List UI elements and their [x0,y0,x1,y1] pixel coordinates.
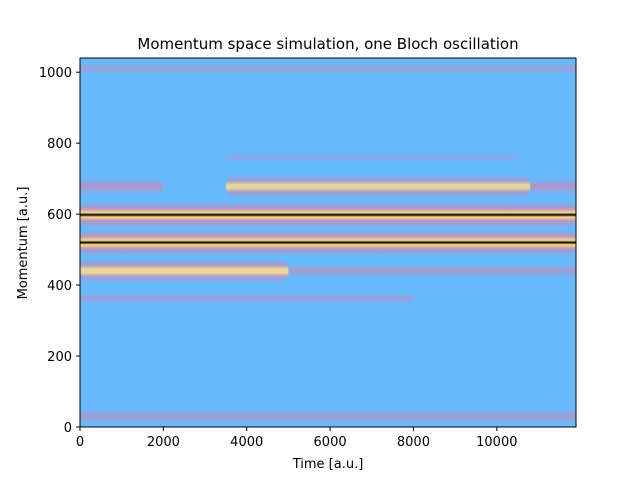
x-axis: 0 2000 4000 6000 8000 10000 [76,427,517,450]
y-tick-label: 1000 [39,66,72,81]
x-tick-label: 0 [76,435,84,450]
heatmap-bands [80,60,576,426]
plot-frame [79,57,577,428]
heatmap-band [225,174,531,199]
heatmap-band [80,176,164,197]
x-axis-label: Time [a.u.] [292,457,364,472]
heatmap-band [80,200,576,229]
heatmap-band [80,258,289,284]
y-axis-label: Momentum [a.u.] [16,187,31,300]
y-tick-label: 0 [64,421,72,436]
heatmap-band [288,262,576,280]
y-axis: 0 200 400 600 800 1000 [39,66,80,436]
y-tick-label: 400 [47,279,72,294]
heatmap-band [80,407,576,426]
y-tick-label: 600 [47,208,72,223]
heatmap-band [80,290,414,307]
heatmap-band [530,176,576,197]
x-tick-label: 8000 [397,435,430,450]
heatmap-band [80,60,576,77]
x-tick-label: 6000 [314,435,347,450]
heatmap-band [225,150,518,165]
x-tick-label: 4000 [230,435,263,450]
y-tick-label: 200 [47,350,72,365]
heatmap-band [80,228,576,257]
y-tick-label: 800 [47,137,72,152]
x-tick-label: 10000 [476,435,517,450]
chart-title: Momentum space simulation, one Bloch osc… [137,35,518,53]
x-tick-label: 2000 [147,435,180,450]
